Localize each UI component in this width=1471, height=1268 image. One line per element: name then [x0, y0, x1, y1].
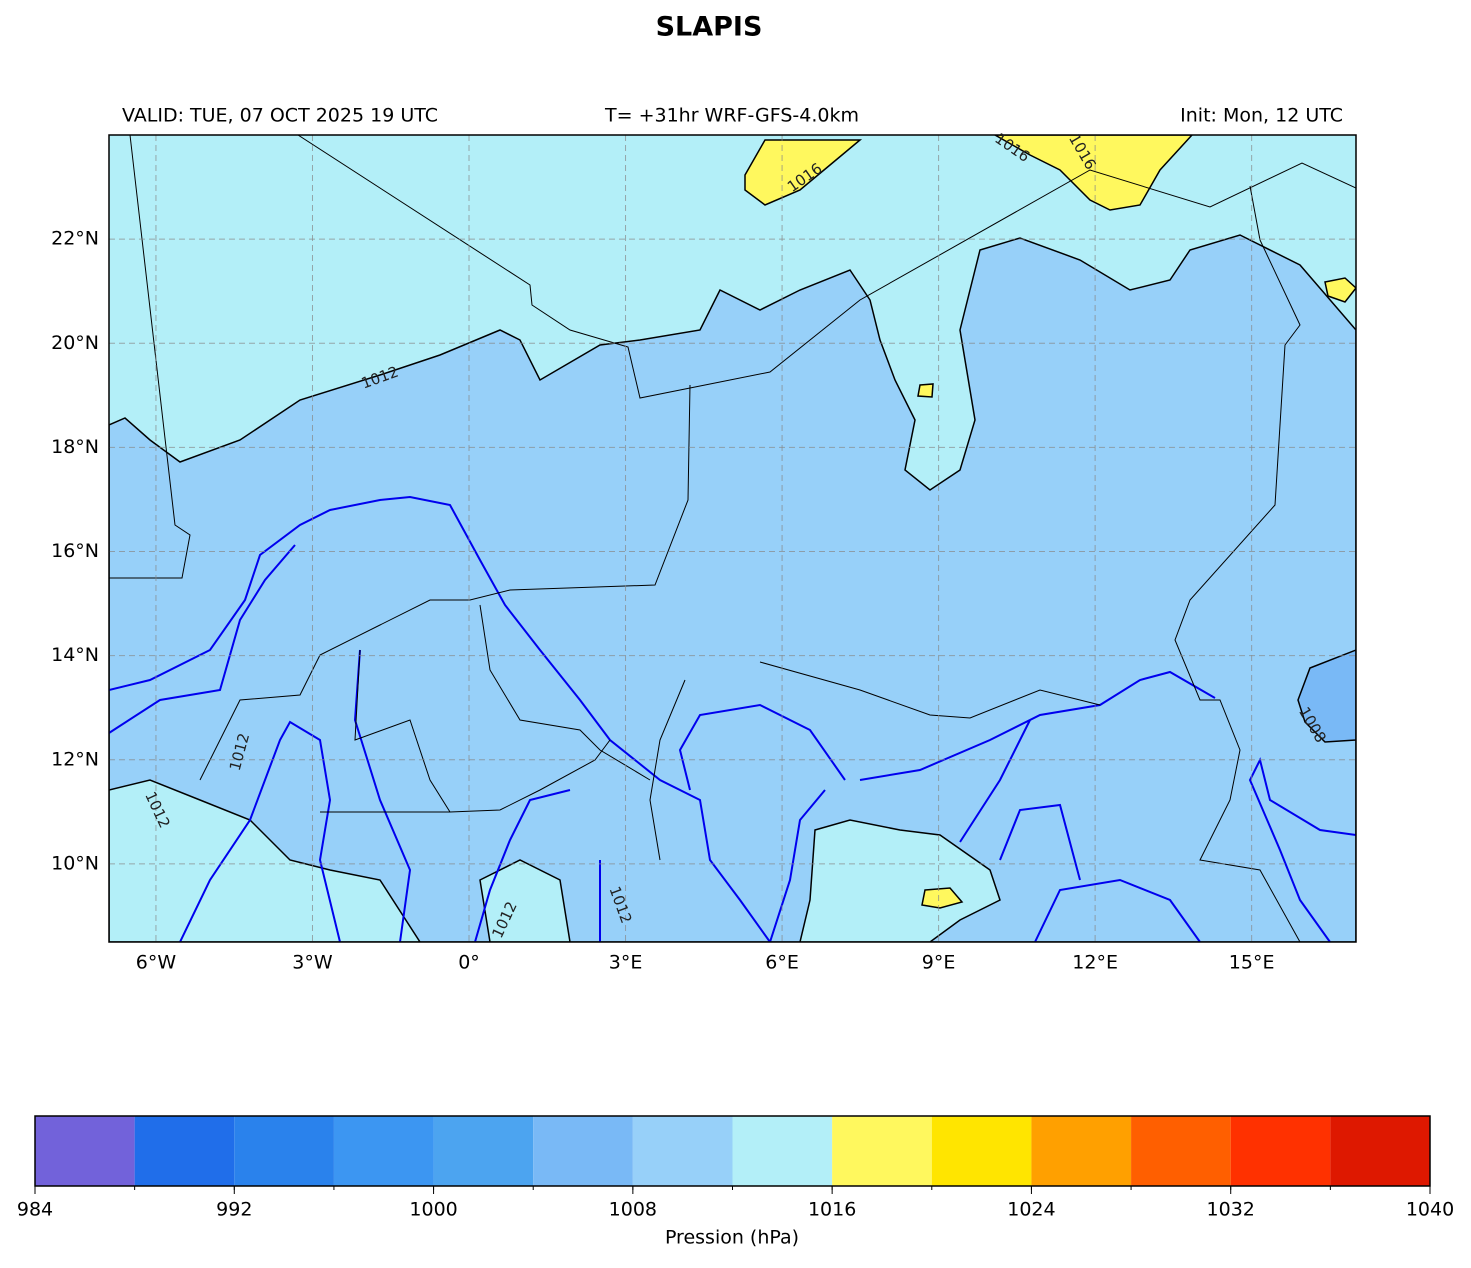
- y-tick-label: 14°N: [51, 644, 99, 666]
- x-tick-label: 3°W: [292, 952, 333, 974]
- colorbar-segment: [134, 1116, 235, 1186]
- field-1016-1020: [921, 887, 964, 909]
- colorbar-segment: [1230, 1116, 1331, 1186]
- colorbar-tick-label: 1000: [409, 1199, 457, 1221]
- colorbar-tick-label: 992: [216, 1199, 252, 1221]
- colorbar-segment: [732, 1116, 833, 1186]
- y-tick-label: 12°N: [51, 748, 99, 770]
- colorbar-tick-label: 1032: [1207, 1199, 1255, 1221]
- colorbar-segment: [333, 1116, 434, 1186]
- colorbar-segment: [433, 1116, 534, 1186]
- field-1016-1020: [1324, 277, 1356, 303]
- colorbar-label: Pression (hPa): [665, 1227, 799, 1249]
- field-1016-1020: [993, 135, 1194, 211]
- field-1016-1020: [744, 139, 863, 206]
- x-tick-label: 9°E: [922, 952, 956, 974]
- x-tick-label: 15°E: [1229, 952, 1275, 974]
- field-1016-1020: [917, 383, 934, 398]
- colorbar-segment: [533, 1116, 633, 1186]
- colorbar-segment: [632, 1116, 733, 1186]
- y-tick-label: 18°N: [51, 436, 99, 458]
- colorbar-tick-label: 1016: [808, 1199, 856, 1221]
- run-info: T= +31hr WRF-GFS-4.0km: [604, 105, 859, 127]
- x-tick-label: 12°E: [1072, 952, 1118, 974]
- colorbar-tick-label: 1040: [1406, 1199, 1454, 1221]
- map-frame: [108, 134, 1357, 943]
- x-tick-label: 6°E: [765, 952, 799, 974]
- x-tick-label: 6°W: [136, 952, 177, 974]
- y-tick-label: 22°N: [51, 228, 99, 250]
- field-1004-1008: [1297, 649, 1356, 743]
- colorbar-segment: [1031, 1116, 1132, 1186]
- valid-time: VALID: TUE, 07 OCT 2025 19 UTC: [122, 105, 438, 127]
- field-1012-1016: [479, 859, 571, 942]
- borders: [109, 135, 1356, 942]
- colorbar-segment: [832, 1116, 932, 1186]
- colorbar-segment: [1330, 1116, 1430, 1186]
- colorbar-segment: [35, 1116, 135, 1186]
- field-1012-1016: [799, 819, 1001, 942]
- x-tick-label: 0°: [458, 952, 480, 974]
- y-tick-label: 16°N: [51, 540, 99, 562]
- title: SLAPIS: [656, 12, 763, 43]
- blue-contours: [109, 495, 1356, 942]
- colorbar-segment: [1131, 1116, 1231, 1186]
- field-1012-1016: [109, 779, 421, 942]
- colorbar-tick-label: 984: [17, 1199, 53, 1221]
- x-tick-label: 3°E: [609, 952, 643, 974]
- colorbar-segment: [931, 1116, 1032, 1186]
- colorbar-segment: [234, 1116, 334, 1186]
- colorbar-tick-label: 1024: [1007, 1199, 1055, 1221]
- y-tick-label: 20°N: [51, 332, 99, 354]
- map-area: [109, 135, 1356, 942]
- field-1008-1012: [109, 234, 1356, 942]
- y-tick-label: 10°N: [51, 852, 99, 874]
- colorbar-tick-label: 1008: [609, 1199, 657, 1221]
- init-time: Init: Mon, 12 UTC: [1180, 105, 1343, 127]
